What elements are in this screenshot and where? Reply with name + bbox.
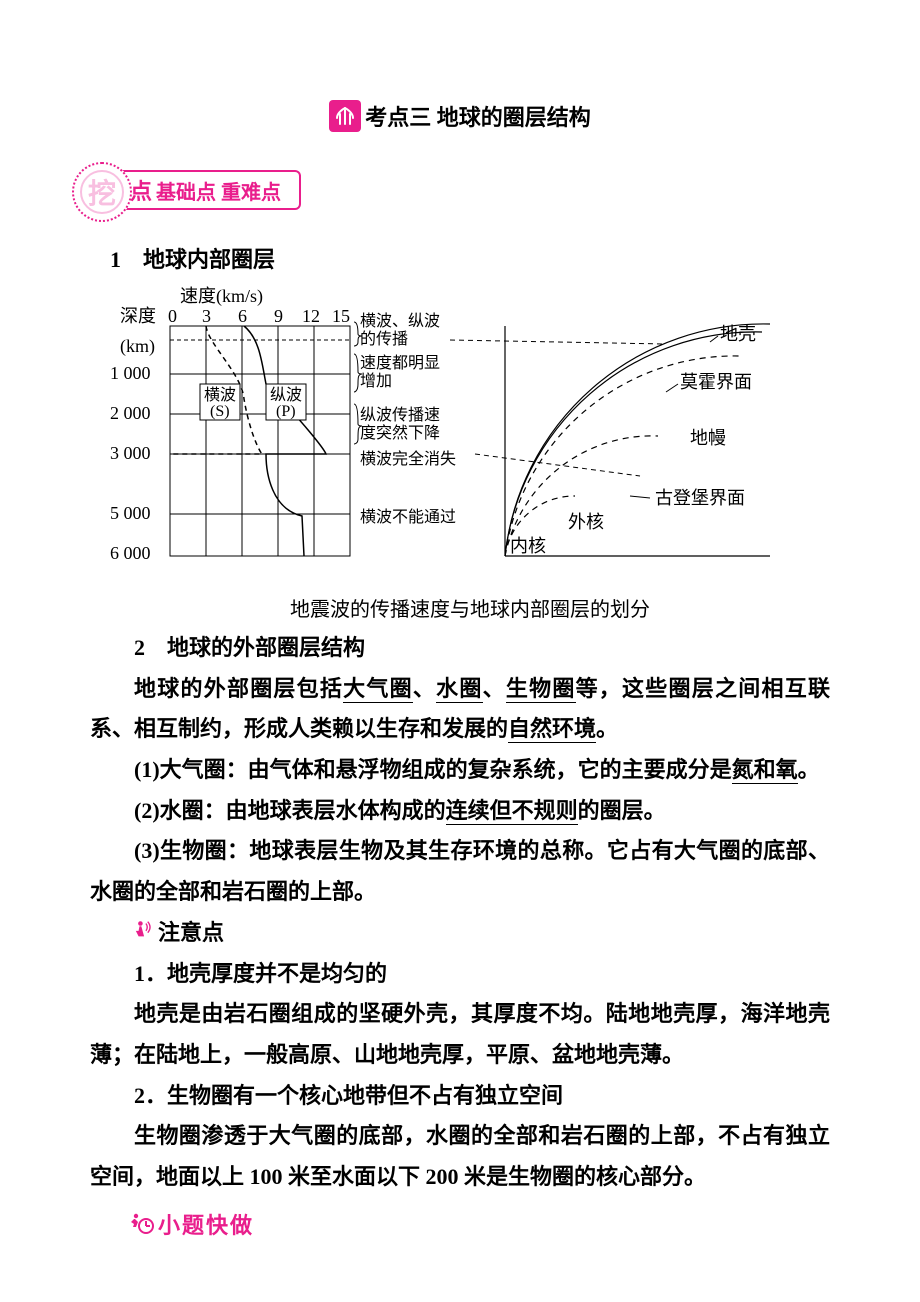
section-2-intro: 地球的外部圈层包括大气圈、水圈、生物圈等，这些圈层之间相互联系、相互制约，形成人…	[90, 669, 830, 750]
svg-text:15: 15	[332, 306, 350, 326]
svg-text:横波、纵波: 横波、纵波	[360, 312, 440, 330]
svg-text:6: 6	[238, 306, 247, 326]
svg-text:9: 9	[274, 306, 283, 326]
section-badge-dig: 挖 点 基础点 重难点	[72, 162, 830, 218]
svg-text:1 000: 1 000	[110, 363, 151, 383]
arc-label-gutenberg: 古登堡界面	[655, 488, 745, 508]
para-biosphere: (3)生物圈：地球表层生物及其生存环境的总称。它占有大气圈的底部、水圈的全部和岩…	[90, 831, 830, 912]
svg-text:增加: 增加	[360, 372, 392, 390]
note-1-body: 地壳是由岩石圈组成的坚硬外壳，其厚度不均。陆地地壳厚，海洋地壳薄；在陆地上，一般…	[90, 994, 830, 1075]
svg-text:5 000: 5 000	[110, 503, 151, 523]
svg-text:纵波传播速: 纵波传播速	[360, 406, 440, 424]
axis-x-label: 速度(km/s)	[180, 286, 263, 307]
svg-text:横波完全消失: 横波完全消失	[360, 450, 456, 468]
svg-text:的传播: 的传播	[360, 330, 408, 348]
svg-text:度突然下降: 度突然下降	[360, 424, 440, 442]
svg-text:(S): (S)	[210, 403, 230, 420]
section-2-heading: 2 地球的外部圈层结构	[90, 628, 830, 669]
diagram-caption: 地震波的传播速度与地球内部圈层的划分	[110, 593, 830, 622]
arc-label-inner-core: 内核	[510, 536, 546, 556]
axis-y-label-2: (km)	[120, 336, 155, 357]
arc-label-moho: 莫霍界面	[680, 372, 752, 392]
svg-text:横波不能通过: 横波不能通过	[360, 508, 456, 526]
svg-text:12: 12	[302, 306, 320, 326]
axis-y-label-1: 深度	[120, 306, 156, 326]
topic-title-text: 考点三 地球的圈层结构	[365, 100, 591, 132]
seismic-diagram: 速度(km/s) 深度 (km) 0 3 6 9 12 15 1 000 2 000 3 …	[110, 284, 830, 622]
arc-label-crust: 地壳	[720, 324, 756, 344]
topic-title: 考点三 地球的圈层结构	[90, 100, 830, 132]
badge-dot: 点	[130, 174, 152, 206]
para-atmosphere: (1)大气圈：由气体和悬浮物组成的复杂系统，它的主要成分是氮和氧。	[90, 750, 830, 791]
svg-text:2 000: 2 000	[110, 403, 151, 423]
svg-text:纵波: 纵波	[270, 386, 302, 404]
svg-text:速度都明显: 速度都明显	[360, 354, 440, 372]
notes-heading: 注意点	[90, 913, 830, 954]
note-1-title: 1．地壳厚度并不是均匀的	[90, 954, 830, 995]
badge-char: 挖	[80, 170, 124, 214]
para-hydrosphere: (2)水圈：由地球表层水体构成的连续但不规则的圈层。	[90, 791, 830, 832]
svg-text:0: 0	[168, 306, 177, 326]
svg-text:3 000: 3 000	[110, 443, 151, 463]
note-2-title: 2．生物圈有一个核心地带但不占有独立空间	[90, 1076, 830, 1117]
runner-clock-icon	[130, 1212, 154, 1236]
quick-practice-badge: 小题快做	[130, 1208, 830, 1240]
section-1-heading: 1 地球内部圈层	[90, 242, 830, 274]
arc-label-mantle: 地幔	[690, 428, 726, 448]
speaker-icon	[134, 918, 158, 940]
fountain-icon	[329, 100, 361, 132]
svg-text:3: 3	[202, 306, 211, 326]
svg-text:(P): (P)	[276, 403, 296, 420]
svg-text:横波: 横波	[204, 386, 236, 404]
badge-words: 基础点 重难点	[156, 176, 281, 205]
svg-text:6 000: 6 000	[110, 543, 151, 563]
arc-label-outer-core: 外核	[568, 512, 604, 532]
note-2-body: 生物圈渗透于大气圈的底部，水圈的全部和岩石圈的上部，不占有独立空间，地面以上 1…	[90, 1116, 830, 1197]
quick-practice-text: 小题快做	[158, 1208, 254, 1240]
